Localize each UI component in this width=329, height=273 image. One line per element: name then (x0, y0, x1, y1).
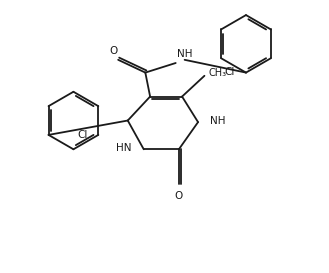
Text: O: O (109, 46, 117, 56)
Text: HN: HN (116, 143, 132, 153)
Text: Cl: Cl (224, 67, 235, 77)
Text: Cl: Cl (77, 130, 88, 140)
Text: NH: NH (177, 49, 193, 59)
Text: O: O (175, 191, 183, 201)
Text: CH₃: CH₃ (208, 68, 226, 78)
Text: NH: NH (210, 115, 226, 126)
